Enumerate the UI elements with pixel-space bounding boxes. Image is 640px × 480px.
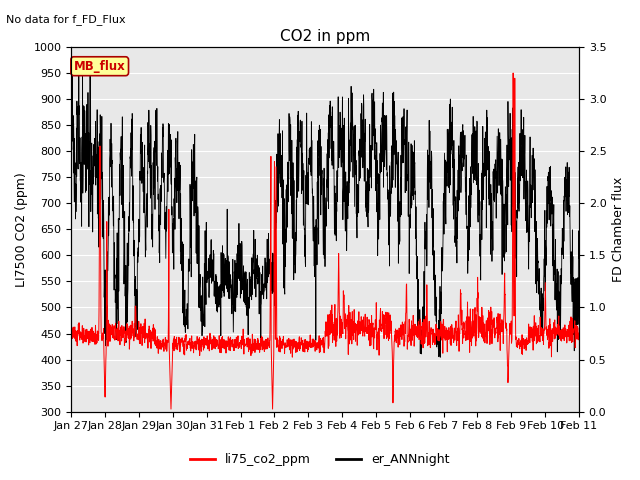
er_ANNnight	[575, 255, 583, 261]
li75_co2_ppm	[167, 406, 175, 412]
er_ANNnight	[351, 204, 358, 209]
li75_co2_ppm	[545, 327, 552, 333]
li75_co2_ppm	[472, 338, 480, 344]
er_ANNnight	[531, 169, 538, 175]
li75_co2_ppm	[209, 343, 217, 348]
er_ANNnight	[67, 86, 75, 92]
Line: er_ANNnight: er_ANNnight	[71, 61, 579, 357]
er_ANNnight	[209, 271, 217, 277]
Y-axis label: LI7500 CO2 (ppm): LI7500 CO2 (ppm)	[15, 172, 28, 287]
Text: No data for f_FD_Flux: No data for f_FD_Flux	[6, 14, 126, 25]
Line: li75_co2_ppm: li75_co2_ppm	[71, 73, 579, 409]
li75_co2_ppm	[67, 336, 75, 342]
er_ANNnight	[340, 123, 348, 129]
er_ANNnight	[545, 201, 552, 206]
li75_co2_ppm	[351, 329, 358, 335]
li75_co2_ppm	[509, 70, 517, 76]
Text: MB_flux: MB_flux	[74, 60, 125, 73]
li75_co2_ppm	[340, 297, 348, 303]
er_ANNnight	[473, 152, 481, 158]
li75_co2_ppm	[575, 336, 583, 342]
Y-axis label: FD Chamber flux: FD Chamber flux	[612, 177, 625, 282]
er_ANNnight	[75, 59, 83, 64]
er_ANNnight	[436, 354, 444, 360]
li75_co2_ppm	[531, 338, 538, 344]
Legend: li75_co2_ppm, er_ANNnight: li75_co2_ppm, er_ANNnight	[186, 448, 454, 471]
Title: CO2 in ppm: CO2 in ppm	[280, 29, 371, 44]
